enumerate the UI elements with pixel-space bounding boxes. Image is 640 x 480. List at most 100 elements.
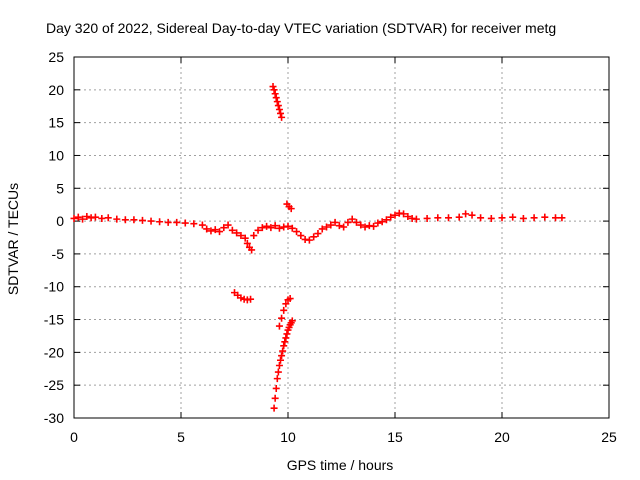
series-left-segment: [231, 289, 255, 304]
y-axis-title: SDTVAR / TECUs: [5, 183, 21, 295]
data-point: [284, 222, 292, 230]
data-point: [207, 227, 215, 235]
data-point: [272, 94, 280, 102]
data-point: [91, 213, 99, 221]
data-point: [275, 361, 283, 369]
data-point: [216, 228, 224, 236]
data-point: [275, 322, 283, 330]
data-point: [305, 236, 313, 244]
x-tick-label: 5: [177, 429, 185, 445]
data-point: [273, 98, 281, 106]
data-point: [220, 224, 228, 232]
data-point: [280, 306, 288, 314]
y-tick-label: 0: [56, 213, 64, 229]
data-point: [477, 214, 485, 222]
data-point: [211, 226, 219, 234]
data-point: [70, 214, 78, 222]
data-point: [340, 223, 348, 231]
data-point: [412, 215, 420, 223]
data-point: [203, 225, 211, 233]
y-tick-label: 20: [48, 82, 64, 98]
x-tick-label: 15: [387, 429, 403, 445]
y-tick-label: -20: [44, 344, 64, 360]
series-lower-spike: [270, 317, 296, 412]
y-tick-label: -30: [44, 410, 64, 426]
x-tick-label: 20: [494, 429, 510, 445]
data-point: [487, 214, 495, 222]
data-point: [455, 213, 463, 221]
data-point: [274, 368, 282, 376]
data-point: [530, 214, 538, 222]
data-point: [423, 214, 431, 222]
data-point: [498, 214, 506, 222]
data-point: [318, 225, 326, 233]
data-point: [288, 317, 296, 325]
data-point: [83, 212, 91, 220]
data-point: [541, 213, 549, 221]
data-point: [287, 205, 295, 213]
data-points: [70, 83, 566, 412]
data-point: [297, 232, 305, 240]
data-point: [269, 83, 277, 91]
data-point: [173, 218, 181, 226]
data-point: [445, 214, 452, 222]
data-point: [243, 239, 251, 247]
data-point: [370, 222, 378, 230]
data-point: [331, 218, 339, 226]
data-point: [277, 109, 285, 117]
data-point: [275, 106, 283, 114]
data-point: [288, 224, 296, 232]
data-point: [286, 295, 294, 303]
data-point: [391, 211, 399, 219]
series-small-segment: [283, 200, 295, 213]
data-point: [121, 216, 129, 224]
series-lower-right-cluster: [275, 295, 294, 330]
data-point: [509, 213, 517, 221]
data-point: [228, 226, 236, 234]
data-point: [198, 221, 206, 229]
data-point: [281, 338, 289, 346]
data-point: [462, 210, 470, 218]
x-axis-title: GPS time / hours: [287, 457, 394, 473]
y-tick-label: -25: [44, 377, 64, 393]
data-point: [79, 215, 87, 223]
data-point: [271, 90, 279, 98]
data-point: [314, 230, 322, 238]
data-point: [344, 218, 352, 226]
axis-ticks: [73, 56, 610, 419]
data-point: [247, 295, 255, 303]
data-point: [258, 224, 266, 232]
data-point: [270, 404, 278, 412]
plot-frame: [73, 56, 610, 419]
data-point: [519, 214, 527, 222]
data-point: [282, 334, 290, 342]
y-tick-label: 5: [56, 180, 64, 196]
data-point: [241, 234, 249, 242]
series-baseline: [70, 209, 566, 254]
data-point: [400, 210, 408, 218]
data-point: [181, 219, 189, 227]
data-point: [275, 224, 283, 232]
data-point: [323, 223, 331, 231]
data-point: [271, 394, 279, 402]
data-point: [237, 232, 245, 240]
data-point: [335, 222, 343, 230]
data-point: [404, 212, 412, 220]
y-tick-label: -15: [44, 312, 64, 328]
y-tick-label: 15: [48, 115, 64, 131]
data-point: [224, 221, 232, 229]
data-point: [270, 86, 278, 94]
data-point: [361, 223, 369, 231]
data-point: [378, 218, 386, 226]
data-point: [382, 216, 390, 224]
data-point: [164, 218, 172, 226]
x-tick-label: 25: [601, 429, 617, 445]
data-point: [271, 222, 279, 230]
data-point: [468, 211, 476, 219]
data-point: [348, 215, 356, 223]
data-point: [278, 314, 286, 322]
data-point: [434, 214, 442, 222]
tick-labels: 0 5 10 15 20 25 -30 -25 -20 -15 -10 -5 0 5 10 15 20 25: [44, 49, 617, 445]
data-point: [280, 342, 288, 350]
